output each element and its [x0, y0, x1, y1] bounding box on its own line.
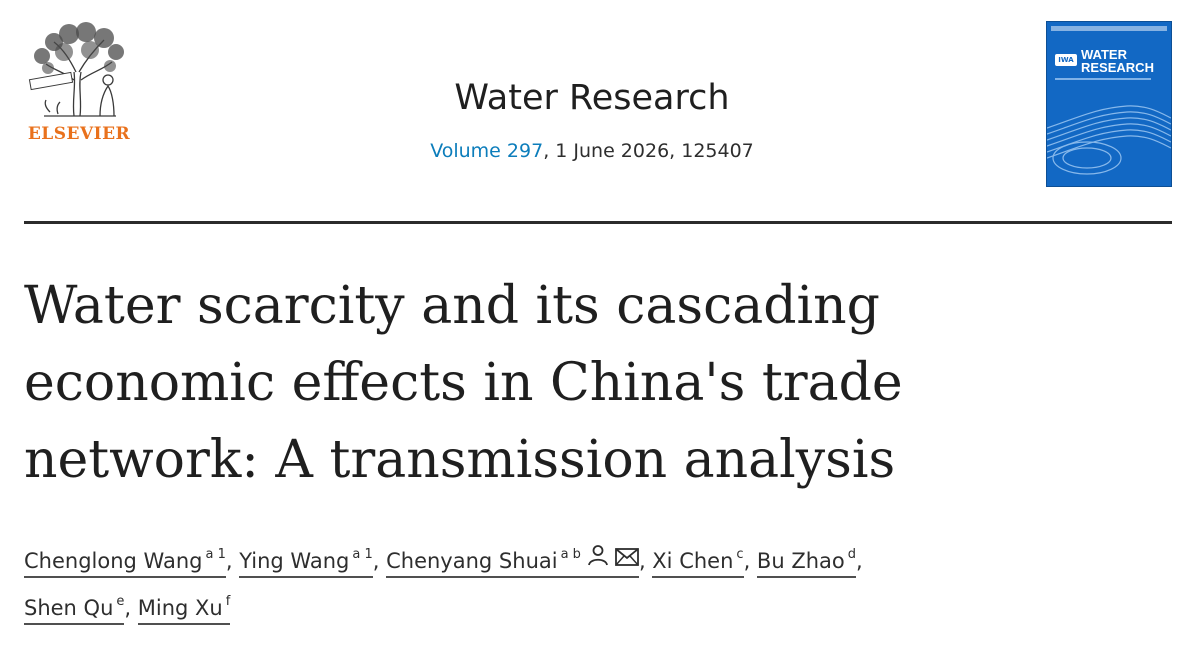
cover-subtitle-rule: [1055, 78, 1151, 80]
author-link[interactable]: Chenglong Wang a 1: [24, 547, 226, 578]
author-name: Ying Wang: [239, 549, 350, 573]
cover-wave-graphic: [1047, 105, 1171, 175]
author-separator: ,: [225, 549, 240, 573]
author-link[interactable]: Bu Zhao d: [756, 547, 856, 578]
author-affiliation: a b: [560, 547, 581, 562]
cover-badge: IWA: [1055, 54, 1077, 66]
author-link[interactable]: Ying Wang a 1: [239, 547, 373, 578]
author-affiliation: a 1: [352, 547, 373, 562]
author-name: Xi Chen: [652, 549, 734, 573]
publisher-logo[interactable]: [24, 20, 134, 145]
author-affiliation: c: [736, 547, 744, 562]
author-name: Shen Qu: [24, 596, 114, 620]
publisher-name: ELSEVIER: [27, 124, 131, 144]
article-title-line: Water scarcity and its cascading: [24, 276, 880, 336]
author-separator: ,: [638, 549, 653, 573]
author-separator: ,: [743, 549, 757, 573]
article-title-line: network: A transmission analysis: [24, 430, 896, 490]
issue-details: , 1 June 2026, 125407: [543, 140, 754, 162]
cover-title-line: RESEARCH: [1081, 60, 1154, 75]
cover-title-line: WATER: [1081, 47, 1127, 62]
header-divider: [24, 221, 1172, 224]
author-separator: ,: [372, 549, 387, 573]
person-icon: [587, 536, 609, 582]
author-separator: ,: [856, 549, 863, 573]
author-link[interactable]: Ming Xu f: [137, 594, 231, 625]
cover-title: WATER RESEARCH: [1081, 48, 1167, 74]
journal-info: Volume 297, 1 June 2026, 125407: [330, 140, 854, 162]
author-link[interactable]: Xi Chen c: [652, 547, 744, 578]
author-affiliation: f: [225, 594, 231, 609]
author-link[interactable]: Shen Qu e: [24, 594, 125, 625]
author-name: Chenyang Shuai: [386, 549, 558, 573]
author-name: Ming Xu: [137, 596, 223, 620]
author-affiliation: e: [116, 594, 125, 609]
volume-link[interactable]: Volume 297: [430, 140, 544, 162]
journal-title[interactable]: Water Research: [454, 78, 730, 118]
author-name: Chenglong Wang: [24, 549, 203, 573]
author-affiliation: a 1: [205, 547, 226, 562]
author-link[interactable]: Chenyang Shuai a b: [386, 545, 639, 578]
journal-cover[interactable]: IWA WATER RESEARCH: [1047, 22, 1171, 186]
article-title: Water scarcity and its cascading economi…: [24, 268, 1164, 499]
author-separator: ,: [124, 596, 138, 620]
author-list: Chenglong Wang a 1, Ying Wang a 1, Chenyan…: [24, 538, 1174, 631]
author-name: Bu Zhao: [756, 549, 845, 573]
envelope-icon: [615, 536, 639, 582]
article-title-line: economic effects in China's trade: [24, 353, 903, 413]
cover-topbar: [1051, 26, 1167, 31]
elsevier-tree-icon: [28, 22, 124, 117]
author-affiliation: d: [847, 547, 856, 562]
